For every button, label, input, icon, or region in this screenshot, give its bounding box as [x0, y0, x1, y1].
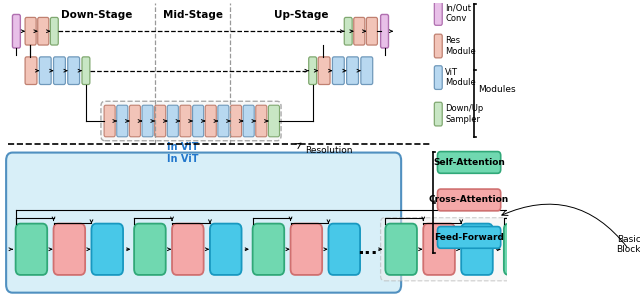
FancyBboxPatch shape: [243, 105, 254, 137]
FancyBboxPatch shape: [344, 17, 352, 45]
Text: ...: ...: [357, 240, 378, 258]
FancyBboxPatch shape: [39, 57, 51, 85]
Text: Cross-Attention: Cross-Attention: [429, 195, 509, 204]
FancyBboxPatch shape: [580, 224, 611, 275]
FancyBboxPatch shape: [205, 105, 216, 137]
FancyBboxPatch shape: [438, 226, 500, 248]
Text: Up-Stage: Up-Stage: [275, 10, 329, 21]
FancyBboxPatch shape: [51, 17, 58, 45]
FancyBboxPatch shape: [461, 224, 493, 275]
Text: In ViT: In ViT: [167, 153, 199, 164]
Text: Resolution: Resolution: [305, 146, 353, 155]
FancyBboxPatch shape: [268, 105, 280, 137]
FancyBboxPatch shape: [438, 189, 500, 211]
FancyBboxPatch shape: [101, 101, 281, 141]
FancyBboxPatch shape: [38, 17, 49, 45]
FancyBboxPatch shape: [542, 224, 573, 275]
FancyBboxPatch shape: [54, 57, 65, 85]
FancyBboxPatch shape: [381, 218, 616, 281]
FancyBboxPatch shape: [116, 105, 128, 137]
FancyBboxPatch shape: [435, 1, 442, 25]
Text: In/Out
Conv: In/Out Conv: [445, 4, 472, 23]
FancyBboxPatch shape: [15, 224, 47, 275]
FancyBboxPatch shape: [504, 224, 536, 275]
Text: Self-Attention: Self-Attention: [433, 158, 505, 167]
FancyBboxPatch shape: [142, 105, 153, 137]
FancyBboxPatch shape: [6, 153, 401, 293]
FancyBboxPatch shape: [218, 105, 229, 137]
Text: Down-Stage: Down-Stage: [61, 10, 132, 21]
Text: Basic
Block: Basic Block: [616, 235, 640, 254]
FancyBboxPatch shape: [361, 57, 372, 85]
Text: Res
Module: Res Module: [445, 36, 476, 56]
FancyBboxPatch shape: [68, 57, 79, 85]
FancyBboxPatch shape: [180, 105, 191, 137]
FancyBboxPatch shape: [155, 105, 166, 137]
FancyBboxPatch shape: [129, 105, 140, 137]
FancyBboxPatch shape: [92, 224, 123, 275]
Text: ViT
Module: ViT Module: [445, 68, 476, 87]
Text: Modules: Modules: [478, 85, 515, 94]
FancyBboxPatch shape: [328, 224, 360, 275]
FancyBboxPatch shape: [82, 57, 90, 85]
FancyBboxPatch shape: [253, 224, 284, 275]
FancyBboxPatch shape: [332, 57, 344, 85]
FancyBboxPatch shape: [256, 105, 267, 137]
FancyBboxPatch shape: [366, 17, 378, 45]
FancyBboxPatch shape: [25, 57, 37, 85]
Text: Mid-Stage: Mid-Stage: [163, 10, 223, 21]
FancyBboxPatch shape: [12, 15, 20, 48]
Text: Feed-Forward: Feed-Forward: [434, 233, 504, 242]
FancyBboxPatch shape: [134, 224, 166, 275]
FancyBboxPatch shape: [104, 105, 115, 137]
FancyBboxPatch shape: [230, 105, 241, 137]
FancyBboxPatch shape: [347, 57, 358, 85]
FancyBboxPatch shape: [423, 224, 455, 275]
FancyBboxPatch shape: [167, 105, 179, 137]
FancyBboxPatch shape: [435, 102, 442, 126]
FancyBboxPatch shape: [435, 34, 442, 58]
FancyBboxPatch shape: [435, 66, 442, 89]
FancyBboxPatch shape: [354, 17, 365, 45]
FancyBboxPatch shape: [381, 15, 388, 48]
FancyBboxPatch shape: [25, 17, 36, 45]
FancyBboxPatch shape: [54, 224, 85, 275]
FancyBboxPatch shape: [172, 224, 204, 275]
FancyBboxPatch shape: [291, 224, 322, 275]
Text: In ViT: In ViT: [167, 142, 199, 152]
Text: Down/Up
Sampler: Down/Up Sampler: [445, 104, 484, 124]
FancyBboxPatch shape: [385, 224, 417, 275]
FancyBboxPatch shape: [438, 152, 500, 173]
FancyBboxPatch shape: [318, 57, 330, 85]
FancyBboxPatch shape: [210, 224, 241, 275]
FancyBboxPatch shape: [308, 57, 317, 85]
FancyBboxPatch shape: [193, 105, 204, 137]
